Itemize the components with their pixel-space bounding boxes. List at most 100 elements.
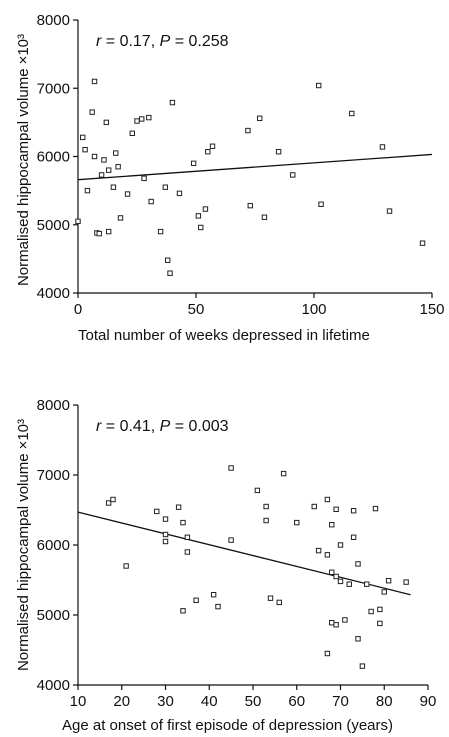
x-axis-label: Age at onset of first episode of depress… [62, 717, 393, 734]
x-tick-label: 70 [332, 693, 349, 710]
y-tick-label: 8000 [37, 12, 70, 29]
data-point [276, 599, 282, 606]
data-point [215, 603, 221, 610]
data-point [247, 202, 253, 209]
data-point [157, 228, 164, 235]
y-tick-label: 7000 [37, 80, 70, 97]
scatter-panel-age-onset: r = 0.41, P = 0.003 Age at onset of firs… [15, 397, 436, 734]
data-point [169, 99, 176, 106]
data-point [368, 608, 374, 615]
x-tick-label: 0 [74, 301, 82, 318]
data-point [333, 506, 339, 513]
data-point [190, 160, 197, 167]
data-point [329, 522, 335, 528]
data-point [294, 519, 300, 526]
data-point [210, 592, 217, 598]
data-point [134, 118, 140, 124]
data-point [184, 534, 191, 540]
data-point [261, 214, 268, 220]
data-point [381, 589, 387, 595]
data-point [98, 172, 105, 178]
y-axis-label: Normalised hippocampal volume×10³ [15, 419, 32, 671]
data-point [324, 496, 331, 503]
scatter-panel-weeks-depressed: r = 0.17, P = 0.258 Total number of week… [15, 12, 445, 344]
data-point [372, 505, 379, 512]
data-point [141, 175, 147, 182]
data-point [139, 116, 145, 122]
data-point [275, 149, 282, 155]
data-point [290, 172, 296, 178]
data-point [346, 581, 352, 587]
x-tick-label: 50 [245, 693, 262, 710]
data-point [209, 143, 216, 149]
data-point [91, 78, 98, 85]
data-point [117, 215, 124, 221]
data-point [267, 595, 274, 601]
data-point [329, 569, 335, 575]
data-point [280, 470, 287, 477]
x-tick-label: 150 [419, 301, 444, 318]
data-point [364, 581, 370, 587]
data-point [349, 110, 355, 117]
data-point [82, 146, 88, 153]
data-point [202, 206, 209, 212]
x-tick-label: 80 [376, 693, 393, 710]
data-point [113, 150, 119, 156]
data-point [355, 636, 361, 642]
data-point [154, 508, 160, 515]
x-tick-label: 90 [420, 693, 437, 710]
x-tick-label: 20 [113, 693, 130, 710]
data-point [162, 538, 169, 545]
x-tick-label: 100 [301, 301, 326, 318]
data-point [103, 119, 110, 126]
data-point [318, 201, 324, 207]
y-tick-label: 7000 [37, 467, 70, 484]
data-point [228, 465, 234, 471]
data-point [162, 531, 169, 538]
data-point [105, 500, 112, 506]
y-tick-label: 4000 [37, 677, 70, 694]
x-tick-label: 60 [288, 693, 305, 710]
stats-annotation: r = 0.17, P = 0.258 [96, 33, 229, 50]
data-point [377, 606, 383, 613]
data-point [164, 257, 171, 263]
data-point [342, 617, 348, 623]
data-point [316, 82, 322, 89]
data-point [110, 184, 117, 190]
data-point [175, 504, 182, 510]
data-point [386, 208, 393, 214]
data-point [176, 190, 183, 197]
data-point [228, 537, 234, 543]
data-point [195, 213, 202, 219]
y-axis-label: Normalised hippocampal volume×10³ [15, 34, 32, 286]
x-tick-label: 10 [70, 693, 87, 710]
data-point [337, 578, 344, 585]
data-point [91, 153, 98, 160]
data-point [184, 549, 191, 555]
data-point [180, 519, 186, 526]
data-point [324, 650, 331, 657]
data-point [198, 224, 204, 231]
data-point [96, 230, 102, 237]
data-point [124, 191, 131, 197]
data-point [84, 187, 91, 194]
data-point [167, 270, 173, 276]
data-point [80, 134, 86, 141]
data-point [311, 503, 317, 510]
data-point [350, 508, 357, 514]
data-point [385, 578, 392, 584]
data-point [337, 542, 344, 548]
y-tick-label: 6000 [37, 537, 70, 554]
data-point [193, 597, 199, 603]
data-point [333, 573, 339, 580]
data-point [205, 149, 211, 155]
data-point [101, 157, 107, 163]
data-point [263, 503, 269, 510]
data-point [129, 130, 135, 136]
y-tick-label: 5000 [37, 217, 70, 234]
x-tick-label: 40 [201, 693, 218, 710]
regression-line [77, 511, 411, 596]
data-point [162, 184, 169, 190]
data-point [105, 167, 112, 173]
